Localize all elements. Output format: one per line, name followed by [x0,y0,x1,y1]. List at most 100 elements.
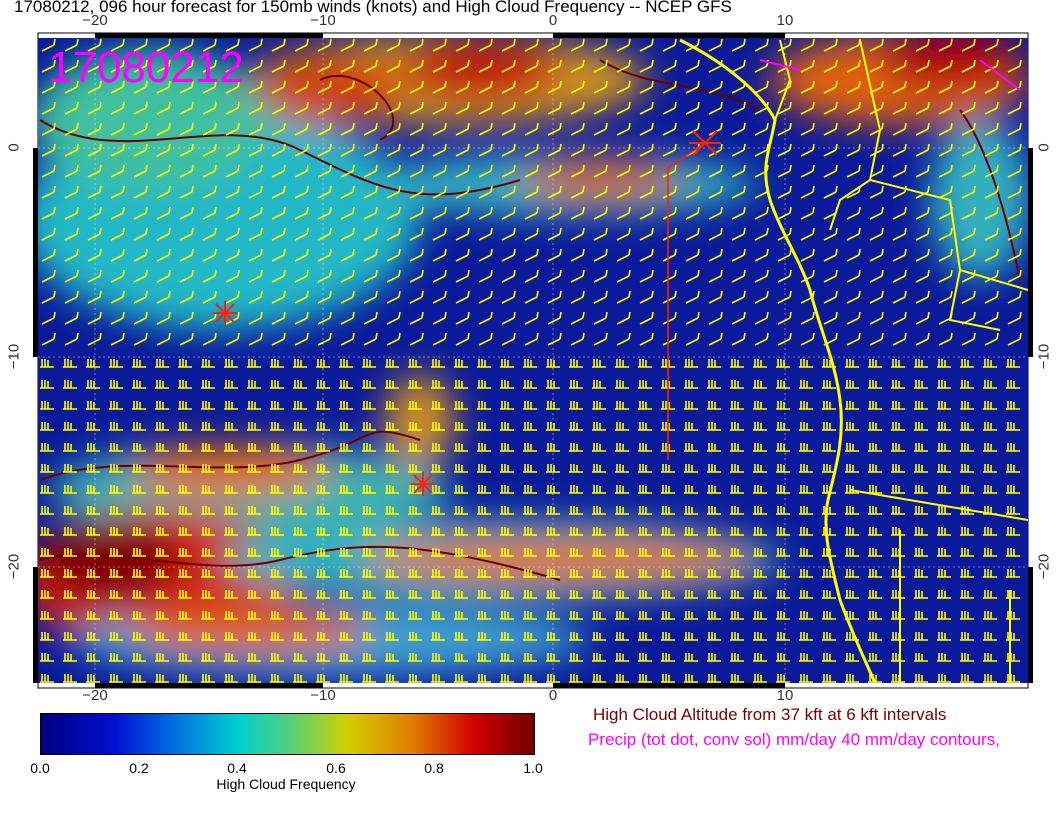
wind-barb [501,311,516,325]
wind-barb [156,227,171,241]
wind-barb [569,674,583,683]
wind-barb [547,59,562,73]
wind-barb [914,569,928,578]
wind-barb [339,443,353,452]
wind-barb [892,80,907,94]
track-line [667,142,706,460]
wind-barb [132,359,146,368]
wind-barb [63,653,77,662]
wind-barb [409,206,424,220]
wind-barb [616,311,631,325]
wind-barb [685,290,700,304]
wind-barb [524,248,539,262]
wind-barb [960,632,974,641]
wind-barb [822,359,836,368]
wind-barb [86,527,100,536]
wind-barb [593,101,608,115]
wind-barb [477,590,491,599]
wind-barb [248,290,263,304]
wind-barb [109,674,123,683]
wind-barb [86,506,100,515]
wind-barb [178,506,192,515]
wind-barb [155,485,169,494]
wind-barb [662,101,677,115]
wind-barb [846,164,861,178]
wind-barb [1006,380,1020,389]
wind-barb [524,185,539,199]
wind-barb [639,59,654,73]
wind-barb [63,590,77,599]
wind-barb [845,590,859,599]
wind-barb [317,185,332,199]
wind-barb [63,485,77,494]
wind-barb [294,248,309,262]
wind-barb [408,548,422,557]
wind-barb [155,611,169,620]
wind-barb [593,38,608,52]
wind-barb [178,632,192,641]
wind-barb [615,569,629,578]
wind-barb [478,185,493,199]
wind-barb [477,464,491,473]
wind-barb [799,569,813,578]
wind-barb [938,227,953,241]
wind-barb [225,80,240,94]
wind-barb [524,332,539,346]
wind-barb [294,38,309,52]
wind-barb [616,290,631,304]
wind-barb [731,311,746,325]
wind-barb [708,269,723,283]
wind-barb [776,569,790,578]
wind-barb [316,506,330,515]
wind-barb [707,569,721,578]
wind-barb [500,569,514,578]
wind-barb [662,38,677,52]
wind-barb [523,422,537,431]
wind-barb [754,311,769,325]
wind-barb [339,653,353,662]
wind-barb [938,59,953,73]
wind-barb [961,101,976,115]
wind-barb [960,611,974,620]
wind-barb [777,101,792,115]
wind-barb [271,38,286,52]
wind-barb [615,674,629,683]
wind-barb [569,611,583,620]
wind-barb [730,653,744,662]
wind-barb [317,290,332,304]
wind-barb [431,485,445,494]
colorbar-tick: 0.4 [227,760,247,776]
wind-barb [983,401,997,410]
wind-barb [455,38,470,52]
wind-barb [431,506,445,515]
wind-barb [570,206,585,220]
lon-tick-top: 10 [776,12,794,29]
wind-barb [340,311,355,325]
wind-barb [155,401,169,410]
wind-barb [156,143,171,157]
wind-barb [662,290,677,304]
wind-barb [753,590,767,599]
wind-barb [730,443,744,452]
wind-barb [179,248,194,262]
wind-barb [247,653,261,662]
wind-barb [983,527,997,536]
wind-barb [340,143,355,157]
wind-barb [823,164,838,178]
wind-barb [454,632,468,641]
wind-barb [1006,548,1020,557]
wind-barb [317,311,332,325]
wind-barb [64,143,79,157]
wind-barb [386,269,401,283]
wind-barb [293,548,307,557]
wind-barb [179,290,194,304]
wind-barb [661,485,675,494]
wind-barb [730,422,744,431]
wind-barb [616,59,631,73]
wind-barb [109,569,123,578]
wind-barb [960,359,974,368]
wind-barb [477,674,491,683]
wind-barb [823,269,838,283]
wind-barb [892,311,907,325]
wind-barb [455,101,470,115]
